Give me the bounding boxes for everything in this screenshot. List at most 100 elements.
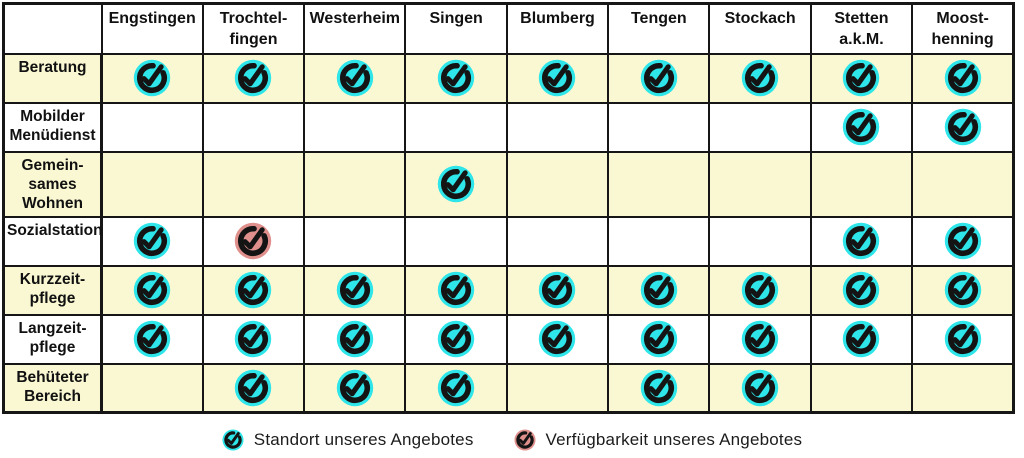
row-label: Kurzzeit- pflege [2,264,103,316]
standort-check-icon [235,369,272,407]
availability-cell [303,52,407,104]
row-label: Mobilder Menüdienst [2,101,103,153]
standort-check-icon [640,369,678,407]
availability-cell [607,52,711,104]
standort-check-icon [539,321,576,358]
availability-cell [911,52,1015,104]
availability-cell [404,264,508,316]
standort-check-icon [741,369,779,407]
availability-cell [607,215,711,267]
availability-cell [809,52,914,104]
standort-check-icon [134,59,171,97]
table-row: Langzeit- pflege [2,313,1015,365]
verfuegbarkeit-check-icon [514,429,536,451]
availability-cell [303,101,407,153]
standort-check-icon [134,272,171,309]
standort-check-icon [944,223,981,260]
availability-cell [404,101,508,153]
availability-cell [708,101,812,153]
legend-label: Standort unseres Angebotes [253,430,474,450]
standort-check-icon [741,321,779,358]
standort-check-icon [843,272,880,309]
header-row: Engstingen Trochtel- fingen Westerheim Sing… [2,2,1015,55]
availability-cell [708,313,812,365]
availability-matrix: Engstingen Trochtel- fingen Westerheim Sing… [2,2,1015,415]
availability-cell [505,215,610,267]
availability-cell [100,52,204,104]
standort-check-icon [134,223,171,260]
availability-cell [607,150,711,218]
availability-cell [201,52,306,104]
availability-cell [607,264,711,316]
standort-check-icon [437,321,475,358]
availability-cell [100,150,204,218]
standort-check-icon [944,108,981,146]
availability-cell [607,101,711,153]
legend-item-verfuegbarkeit: Verfügbarkeit unseres Angebotes [514,429,803,451]
legend: Standort unseres Angebotes Verfügbarkeit… [0,429,1024,451]
availability-cell [708,150,812,218]
availability-cell [911,215,1015,267]
standort-check-icon [336,59,374,97]
availability-cell [911,264,1015,316]
availability-cell [100,215,204,267]
column-header: Stockach [708,2,812,55]
column-header: Trochtel- fingen [201,2,306,55]
availability-cell [911,313,1015,365]
table-body: Beratung Mobilder Menüdienst Gemein- sames… [2,52,1015,414]
standort-check-icon [741,59,779,97]
availability-cell [201,150,306,218]
table-header: Engstingen Trochtel- fingen Westerheim Sing… [2,2,1015,55]
availability-cell [404,313,508,365]
availability-cell [809,313,914,365]
table-row: Mobilder Menüdienst [2,101,1015,153]
availability-cell [708,264,812,316]
corner-cell [2,2,103,55]
standort-check-icon [336,369,374,407]
row-label: Gemein- sames Wohnen [2,150,103,218]
availability-cell [809,362,914,414]
availability-cell [404,362,508,414]
column-header: Westerheim [303,2,407,55]
legend-item-standort: Standort unseres Angebotes [222,429,474,451]
table-row: Beratung [2,52,1015,104]
standort-check-icon [222,429,244,451]
standort-check-icon [539,59,576,97]
availability-cell [201,313,306,365]
standort-check-icon [843,321,880,358]
availability-cell [809,215,914,267]
column-header: Stetten a.k.M. [809,2,914,55]
availability-cell [100,101,204,153]
availability-cell [911,362,1015,414]
table-row: Behüteter Bereich [2,362,1015,414]
standort-check-icon [944,321,981,358]
availability-cell [708,52,812,104]
standort-check-icon [640,272,678,309]
standort-legend-icon [222,429,244,451]
standort-check-icon [539,272,576,309]
row-label: Sozialstation [2,215,103,267]
availability-cell [911,150,1015,218]
table-row: Gemein- sames Wohnen [2,150,1015,218]
standort-check-icon [437,369,475,407]
standort-check-icon [336,272,374,309]
row-label: Langzeit- pflege [2,313,103,365]
availability-cell [607,362,711,414]
standort-check-icon [843,108,880,146]
standort-check-icon [134,321,171,358]
availability-cell [303,313,407,365]
availability-cell [303,150,407,218]
row-label: Behüteter Bereich [2,362,103,414]
legend-label: Verfügbarkeit unseres Angebotes [545,430,803,450]
standort-check-icon [741,272,779,309]
availability-cell [100,264,204,316]
standort-check-icon [235,321,272,358]
availability-cell [708,362,812,414]
column-header: Tengen [607,2,711,55]
availability-cell [809,101,914,153]
availability-cell [201,264,306,316]
availability-cell [404,215,508,267]
availability-cell [505,101,610,153]
availability-cell [404,150,508,218]
standort-check-icon [437,165,475,203]
